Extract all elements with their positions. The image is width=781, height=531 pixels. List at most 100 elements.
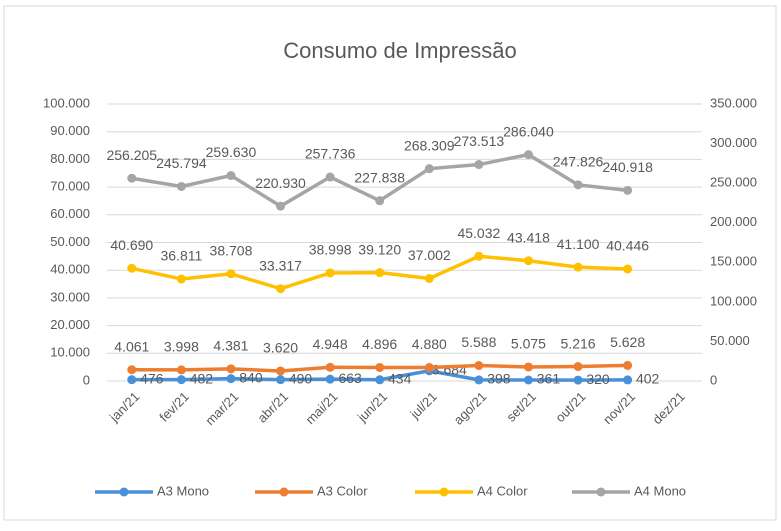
y2-tick-label: 150.000 [710,254,757,269]
point [623,360,633,370]
legend-marker [279,487,289,497]
data-label: 3.684 [432,361,467,377]
data-label: 5.588 [461,334,496,350]
point [573,262,583,272]
legend-label: A3 Mono [157,483,209,498]
point [523,362,533,372]
point [176,274,186,284]
data-label: 482 [190,370,214,386]
data-label: 320 [586,371,610,387]
y-tick-label: 40.000 [50,262,90,277]
y2-tick-label: 250.000 [710,175,757,190]
y2-tick-label: 50.000 [710,333,750,348]
data-label: 5.628 [610,334,645,350]
data-label: 227.838 [354,169,405,185]
data-label: 40.690 [110,237,153,253]
chart-border [3,5,777,521]
legend-marker [596,487,606,497]
data-label: 398 [487,371,511,387]
point [276,366,286,376]
point [127,375,137,385]
data-label: 4.880 [412,336,447,352]
data-label: 286.040 [503,123,554,139]
data-label: 490 [289,370,313,386]
data-label: 38.708 [210,242,253,258]
data-label: 4.948 [313,336,348,352]
y-tick-label: 90.000 [50,123,90,138]
point [474,361,484,371]
point [226,364,236,374]
y-tick-label: 50.000 [50,234,90,249]
legend-marker [119,487,129,497]
point [623,264,633,274]
point [176,375,186,385]
point [325,268,335,278]
data-label: 434 [388,371,412,387]
point [424,164,434,174]
point [325,362,335,372]
point [523,256,533,266]
data-label: 476 [140,370,164,386]
chart-title: Consumo de Impressão [283,38,517,63]
legend-label: A4 Mono [634,483,686,498]
y-tick-label: 10.000 [50,345,90,360]
data-label: 3.998 [164,339,199,355]
y2-tick-label: 0 [710,372,717,387]
data-label: 4.061 [114,338,149,354]
data-label: 273.513 [454,133,505,149]
data-label: 240.918 [602,159,653,175]
point [375,362,385,372]
y-tick-label: 30.000 [50,289,90,304]
legend-label: A4 Color [477,483,528,498]
y-tick-label: 20.000 [50,317,90,332]
data-label: 38.998 [309,242,352,258]
data-label: 4.381 [213,338,248,354]
data-label: 36.811 [160,248,202,264]
point [325,172,335,182]
data-label: 220.930 [255,175,306,191]
point [573,180,583,190]
point [474,251,484,261]
point [474,375,484,385]
point [623,375,633,385]
data-label: 5.216 [561,335,596,351]
data-label: 37.002 [408,247,451,263]
data-label: 3.620 [263,340,298,356]
data-label: 40.446 [606,238,649,254]
data-label: 259.630 [206,144,257,160]
y-tick-label: 70.000 [50,179,90,194]
point [523,375,533,385]
y2-tick-label: 100.000 [710,293,757,308]
point [375,375,385,385]
data-label: 4.896 [362,336,397,352]
point [276,284,286,294]
point [226,374,236,384]
point [127,365,137,375]
data-label: 45.032 [457,225,500,241]
point [325,374,335,384]
legend-label: A3 Color [317,483,368,498]
data-label: 5.075 [511,336,546,352]
point [226,171,236,181]
data-label: 361 [537,371,561,387]
point [424,274,434,284]
data-label: 840 [239,369,263,385]
point [375,268,385,278]
point [127,173,137,183]
point [226,269,236,279]
data-label: 256.205 [106,147,157,163]
data-label: 41.100 [557,236,600,252]
point [573,362,583,372]
data-label: 402 [636,371,660,387]
point [127,263,137,273]
data-label: 43.418 [507,229,550,245]
data-label: 39.120 [358,241,401,257]
y-tick-label: 0 [83,372,90,387]
point [623,185,633,195]
y-tick-label: 100.000 [43,95,90,110]
point [176,365,186,375]
y2-tick-label: 350.000 [710,95,757,110]
data-label: 245.794 [156,155,207,171]
point [523,150,533,160]
